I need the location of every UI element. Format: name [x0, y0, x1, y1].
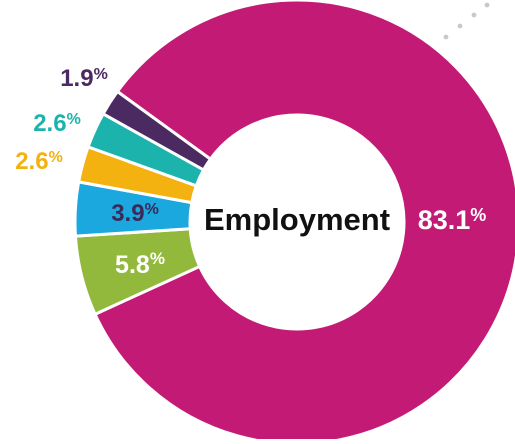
slice-unit-4: % [67, 111, 81, 128]
center-label: Employment [204, 202, 390, 237]
decorative-dots [428, 2, 490, 51]
slice-unit-3: % [49, 149, 63, 166]
slice-value-1: 5.8 [115, 251, 150, 279]
slices-group [73, 0, 515, 444]
slice-value-4: 2.6 [33, 110, 66, 137]
slice-value-0: 83.1 [418, 205, 471, 235]
slice-0 [93, 0, 515, 444]
decor-dot [443, 34, 449, 40]
slice-label-0: 83.1% [418, 205, 487, 235]
decor-dot [484, 2, 490, 8]
slice-label-2: 3.9% [111, 200, 159, 227]
slice-value-2: 3.9 [111, 200, 144, 227]
slice-label-5: 1.9% [60, 65, 108, 92]
slice-label-4: 2.6% [33, 110, 81, 137]
slice-unit-2: % [145, 201, 159, 218]
slice-label-1: 5.8% [115, 249, 165, 278]
slice-5 [101, 90, 212, 172]
slice-value-3: 2.6 [15, 148, 48, 175]
slice-unit-5: % [94, 66, 108, 83]
decor-dot [471, 12, 477, 18]
slice-unit-0: % [470, 205, 486, 225]
decor-dot [457, 23, 463, 29]
labels-group: 83.1%5.8%3.9%2.6%2.6%1.9% [15, 65, 486, 278]
slice-value-5: 1.9 [60, 65, 93, 92]
slice-label-3: 2.6% [15, 148, 63, 175]
slice-unit-1: % [150, 249, 165, 268]
